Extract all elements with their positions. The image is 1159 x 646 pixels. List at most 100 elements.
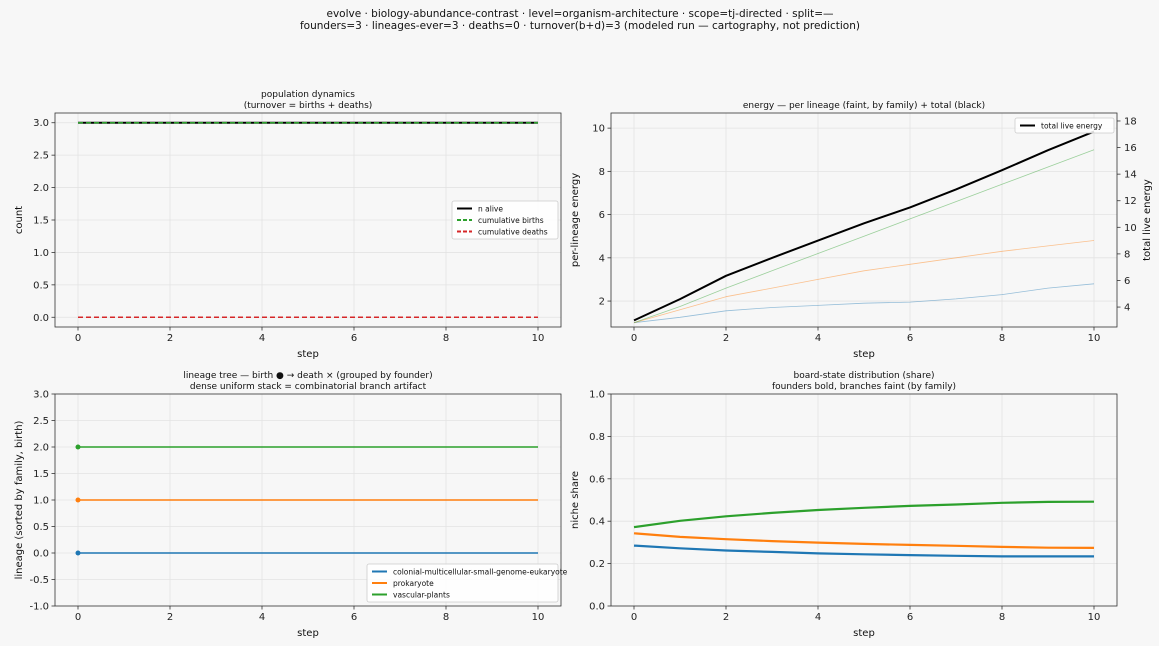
birth-marker xyxy=(75,550,81,556)
plot-frame xyxy=(54,112,562,328)
y2-tick-label: 14 xyxy=(1124,170,1137,181)
plot-frame xyxy=(610,112,1118,328)
x-axis-label: step xyxy=(297,628,319,639)
y-tick-label: 1.5 xyxy=(33,216,49,227)
x-tick-label: 8 xyxy=(443,333,449,344)
panel-subtitle: (turnover = births + deaths) xyxy=(244,101,373,111)
y-tick-label: 2.5 xyxy=(33,151,49,162)
x-tick-label: 4 xyxy=(259,333,265,344)
x-axis-label: step xyxy=(853,628,875,639)
series-line xyxy=(633,130,1095,322)
x-tick-label: 0 xyxy=(631,612,637,623)
y2-tick-label: 12 xyxy=(1124,196,1137,207)
y-tick-label: 0.6 xyxy=(589,474,605,485)
legend: total live energy xyxy=(1014,117,1115,134)
x-tick-label: 2 xyxy=(167,612,173,623)
y-tick-label: 2 xyxy=(599,297,605,308)
x-axis-label: step xyxy=(853,349,875,360)
y-tick-label: 0.0 xyxy=(589,602,605,613)
x-tick-label: 6 xyxy=(907,333,913,344)
y2-tick-label: 4 xyxy=(1124,303,1130,314)
y-tick-label: 2.5 xyxy=(33,416,49,427)
y-tick-label: 1.5 xyxy=(33,469,49,480)
legend-entry: prokaryote xyxy=(393,579,434,588)
y-tick-label: 3.0 xyxy=(33,118,49,129)
y2-tick-label: 16 xyxy=(1124,143,1137,154)
x-tick-label: 6 xyxy=(907,612,913,623)
x-tick-label: 8 xyxy=(999,333,1005,344)
legend-entry: cumulative births xyxy=(478,216,544,225)
suptitle-line-1: evolve · biology-abundance-contrast · le… xyxy=(326,8,833,20)
panel-population: 0 2 4 6 8 10 0.0 0.5 1.0 1.5 2.0 2.5 3.0 population d… xyxy=(14,90,562,360)
y-tick-label: 1.0 xyxy=(33,496,49,507)
x-tick-label: 0 xyxy=(631,333,637,344)
legend-entry: cumulative deaths xyxy=(478,227,548,236)
plot-frame xyxy=(54,393,562,607)
plot-area xyxy=(611,394,1117,606)
legend-entry: colonial-multicellular-small-genome-euka… xyxy=(393,567,568,576)
panel-subtitle: founders bold, branches faint (by family… xyxy=(772,382,956,392)
y-tick-label: 2.0 xyxy=(33,183,49,194)
y-tick-label: 0.8 xyxy=(589,432,605,443)
y-tick-label: 2.0 xyxy=(33,443,49,454)
x-tick-label: 4 xyxy=(259,612,265,623)
x-tick-label: 0 xyxy=(75,612,81,623)
panel-title: population dynamics xyxy=(261,90,355,100)
x-tick-label: 0 xyxy=(75,333,81,344)
y2-axis-label: total live energy xyxy=(1142,179,1153,261)
x-tick-label: 8 xyxy=(999,612,1005,623)
y-tick-label: 0.2 xyxy=(589,559,605,570)
series-line xyxy=(633,544,1094,558)
chart-panels: 0 2 4 6 8 10 0.0 0.5 1.0 1.5 2.0 2.5 3.0 population d… xyxy=(14,90,1153,639)
panel-energy: 0 2 4 6 8 10 2 4 6 8 10 4 6 8 10 12 14 16 18 energy — per l… xyxy=(570,101,1153,360)
y-tick-label: 10 xyxy=(592,124,605,135)
panel-title: lineage tree — birth ● → death × (groupe… xyxy=(183,371,432,381)
y2-tick-label: 10 xyxy=(1124,223,1137,234)
panel-subtitle: dense uniform stack = combinatorial bran… xyxy=(190,382,427,392)
x-tick-label: 10 xyxy=(1088,333,1101,344)
panel-board_state: 0 2 4 6 8 10 0.0 0.2 0.4 0.6 0.8 1.0 board-state dis… xyxy=(570,371,1118,639)
birth-marker xyxy=(75,497,81,503)
y-tick-label: 0.5 xyxy=(33,522,49,533)
panel-title: board-state distribution (share) xyxy=(793,371,934,381)
y-tick-label: 4 xyxy=(599,253,605,264)
x-tick-label: 4 xyxy=(815,612,821,623)
x-tick-label: 4 xyxy=(815,333,821,344)
y-tick-label: 0.0 xyxy=(33,313,49,324)
series-line xyxy=(633,283,1095,324)
y-tick-label: 0.5 xyxy=(33,280,49,291)
plot-frame xyxy=(610,393,1118,607)
x-tick-label: 2 xyxy=(723,333,729,344)
y-tick-label: -0.5 xyxy=(29,575,49,586)
panel-title: energy — per lineage (faint, by family) … xyxy=(743,101,985,111)
y-axis-label: per-lineage energy xyxy=(570,173,581,267)
y2-tick-label: 6 xyxy=(1124,276,1130,287)
series-line xyxy=(633,149,1095,324)
birth-marker xyxy=(75,444,81,450)
y-tick-label: 0.0 xyxy=(33,549,49,560)
panel-lineage_tree: 0 2 4 6 8 10 -1.0 -0.5 0.0 0.5 1.0 1.5 2.0 2.5 3.0 line… xyxy=(14,371,568,639)
series-line xyxy=(633,532,1095,550)
x-tick-label: 8 xyxy=(443,612,449,623)
y-tick-label: 1.0 xyxy=(33,248,49,259)
y-axis-label: count xyxy=(14,206,25,234)
legend-box xyxy=(451,200,559,240)
legend-entry: n alive xyxy=(478,204,503,213)
y2-tick-label: 18 xyxy=(1124,116,1137,127)
y-axis-label: lineage (sorted by family, birth) xyxy=(14,420,25,579)
y-tick-label: 1.0 xyxy=(589,390,605,401)
x-tick-label: 10 xyxy=(532,333,545,344)
y2-tick-label: 8 xyxy=(1124,249,1130,260)
x-axis-label: step xyxy=(297,349,319,360)
legend-entry: total live energy xyxy=(1041,121,1103,130)
x-tick-label: 2 xyxy=(167,333,173,344)
x-tick-label: 2 xyxy=(723,612,729,623)
y-tick-label: -1.0 xyxy=(29,602,49,613)
y-tick-label: 8 xyxy=(599,167,605,178)
legend-box xyxy=(1014,117,1115,134)
legend-box xyxy=(366,563,559,603)
series-line xyxy=(633,500,1095,529)
suptitle-line-2: founders=3 · lineages-ever=3 · deaths=0 … xyxy=(300,20,860,32)
y-axis-label: niche share xyxy=(570,471,581,529)
